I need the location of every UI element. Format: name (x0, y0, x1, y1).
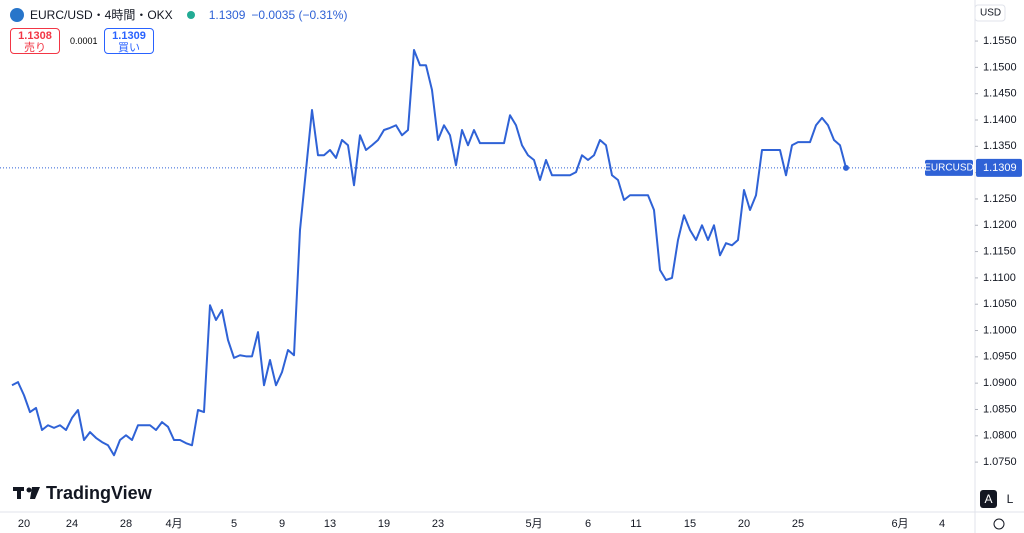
y-tick-label: 1.0850 (983, 403, 1017, 415)
y-tick-label: 1.1500 (983, 61, 1017, 73)
y-tick-label: 1.1150 (983, 245, 1016, 257)
x-tick-label: 23 (432, 518, 444, 530)
y-tick-label: 1.1450 (983, 88, 1017, 100)
x-tick-label: 20 (738, 518, 750, 530)
sell-label[interactable]: 売り (24, 42, 46, 54)
x-tick-label: 9 (279, 518, 285, 530)
logo-text: TradingView (46, 483, 153, 503)
log-label[interactable]: L (1007, 492, 1014, 506)
x-tick-label: 19 (378, 518, 390, 530)
sell-price[interactable]: 1.1308 (18, 30, 52, 42)
x-tick-label: 6月 (891, 518, 908, 530)
y-tick-label: 1.1550 (983, 35, 1017, 47)
price-tag (976, 158, 1022, 177)
y-tick-label: 1.0750 (983, 456, 1017, 468)
price: 1.1309 (208, 7, 246, 22)
spread: 0.0001 (70, 36, 98, 46)
price-line (11, 49, 847, 457)
header: EURC/USD・4時間・OKX 1.1309 −0.0035 (−0.31%) (10, 6, 347, 23)
y-tick-label: 1.1200 (983, 219, 1017, 231)
x-tick-label: 24 (66, 518, 78, 530)
x-tick-label: 15 (684, 518, 696, 530)
y-tick-label: 1.1250 (983, 193, 1017, 205)
status-dot (186, 10, 195, 19)
x-tick-label: 5 (231, 518, 237, 530)
settings-icon[interactable] (993, 518, 1005, 530)
x-tick-label: 20 (18, 518, 30, 530)
x-tick-label: 4 (939, 518, 945, 530)
currency-label[interactable]: USD (980, 8, 1001, 19)
buy-button[interactable]: 1.1309 買い (104, 28, 154, 54)
coin-icon (10, 7, 24, 22)
x-tick-label: 13 (324, 518, 336, 530)
y-tick-label: 1.1000 (983, 324, 1017, 336)
y-tick-label: 1.1100 (983, 272, 1016, 284)
buy-price[interactable]: 1.1309 (112, 30, 146, 42)
auto-label[interactable]: A (984, 492, 992, 506)
y-tick-label: 1.0800 (983, 430, 1017, 442)
price-tag-label: 1.1309 (983, 162, 1017, 174)
x-tick-label: 11 (630, 518, 641, 530)
y-tick-label: 1.0900 (983, 377, 1017, 389)
y-tick-label: 1.1050 (983, 298, 1017, 310)
symbol-tag (925, 159, 973, 176)
sell-button[interactable]: 1.1308 売り (10, 28, 60, 54)
y-tick-label: 1.1400 (983, 114, 1017, 126)
x-tick-label: 4月 (165, 518, 182, 530)
x-tick-label: 28 (120, 518, 132, 530)
symbol-tag-label: EURCUSD (924, 163, 973, 174)
auto-button[interactable] (980, 490, 997, 508)
y-tick-label: 1.1350 (983, 140, 1017, 152)
x-tick-label: 6 (585, 518, 591, 530)
change: −0.0035 (−0.31%) (251, 7, 348, 22)
y-tick-label: 1.0950 (983, 351, 1017, 363)
buy-label[interactable]: 買い (118, 42, 140, 54)
x-tick-label: 25 (792, 518, 804, 530)
currency-button[interactable] (974, 4, 1006, 22)
symbol[interactable]: EURC/USD・4時間・OKX (30, 8, 173, 22)
logo: TradingView (13, 483, 153, 503)
x-tick-label: 5月 (525, 518, 542, 530)
last-point (843, 164, 849, 171)
